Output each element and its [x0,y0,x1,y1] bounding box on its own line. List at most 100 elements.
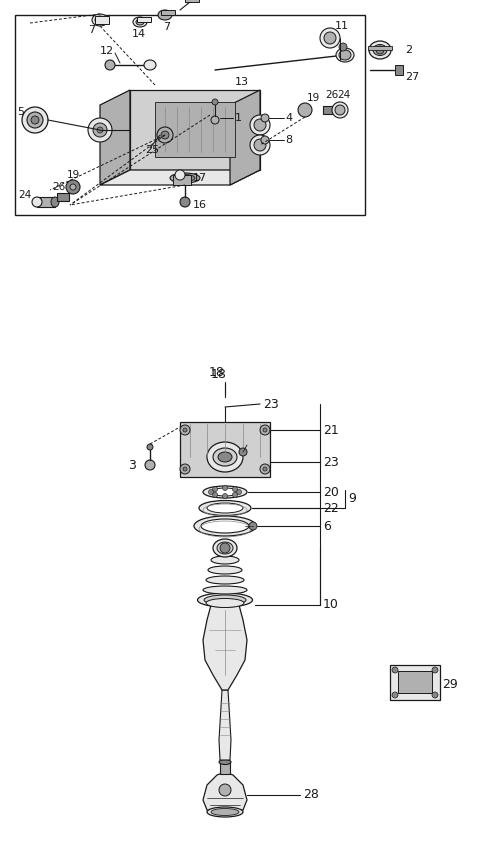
Ellipse shape [335,105,345,115]
Ellipse shape [369,41,391,59]
Polygon shape [100,90,130,185]
Circle shape [97,127,103,133]
Circle shape [376,46,384,54]
Ellipse shape [199,501,251,515]
Bar [395,65,403,75]
Ellipse shape [203,586,247,594]
Ellipse shape [144,60,156,70]
Ellipse shape [207,503,243,513]
Circle shape [339,43,347,51]
Text: 6: 6 [323,520,331,532]
Ellipse shape [175,175,195,182]
Ellipse shape [336,48,354,62]
Circle shape [392,667,398,673]
Circle shape [22,107,48,133]
Ellipse shape [203,486,247,498]
Circle shape [432,692,438,698]
Ellipse shape [207,807,243,817]
Text: 3: 3 [128,458,136,471]
Polygon shape [203,600,247,690]
Text: 5: 5 [17,107,24,117]
Ellipse shape [133,17,147,27]
Ellipse shape [92,14,108,26]
Circle shape [70,184,76,190]
Circle shape [249,522,257,530]
Bar [57,193,69,201]
Ellipse shape [339,50,351,60]
Bar [137,17,151,22]
Ellipse shape [211,488,239,496]
Ellipse shape [217,542,233,554]
Circle shape [183,467,187,471]
Text: 24: 24 [18,190,31,200]
Text: 19: 19 [66,170,80,180]
Ellipse shape [201,519,249,533]
Ellipse shape [204,595,246,605]
Ellipse shape [197,593,252,607]
Circle shape [250,115,270,135]
Bar [173,175,191,185]
Ellipse shape [211,808,239,816]
Text: 16: 16 [193,200,207,210]
Text: 8: 8 [285,135,292,145]
Text: 7: 7 [163,22,170,32]
Circle shape [254,119,266,131]
Text: 1: 1 [235,113,242,123]
Circle shape [180,425,190,435]
Circle shape [263,428,267,432]
Circle shape [161,131,169,139]
Circle shape [254,139,266,151]
Polygon shape [230,90,260,185]
Bar [155,102,235,157]
Circle shape [432,667,438,673]
Circle shape [147,444,153,450]
Text: 4: 4 [285,113,292,123]
Ellipse shape [136,19,144,25]
Circle shape [261,136,269,144]
Circle shape [220,543,230,553]
Text: 20: 20 [323,486,339,498]
Text: 22: 22 [323,502,339,514]
Circle shape [223,493,228,498]
Circle shape [31,116,39,124]
Circle shape [261,114,269,122]
Circle shape [27,112,43,128]
Circle shape [66,180,80,194]
Text: 28: 28 [303,789,319,801]
Circle shape [239,448,247,456]
Circle shape [175,170,185,180]
Text: 29: 29 [442,678,458,691]
Bar [95,16,109,24]
Circle shape [232,492,238,498]
Text: 26: 26 [325,90,338,100]
Text: 18: 18 [211,368,227,380]
Bar [161,10,175,15]
Ellipse shape [194,516,256,536]
Text: 24: 24 [337,90,350,100]
Ellipse shape [213,539,237,557]
Circle shape [237,490,241,494]
Text: 9: 9 [348,492,356,504]
Ellipse shape [218,452,232,462]
Circle shape [213,492,217,498]
Ellipse shape [206,576,244,584]
Bar [180,422,270,477]
Bar [37,197,55,207]
Circle shape [250,135,270,155]
Text: 14: 14 [132,29,146,39]
Text: 27: 27 [405,72,419,82]
Circle shape [212,99,218,105]
Ellipse shape [211,556,239,564]
Bar [323,106,333,114]
Text: 18: 18 [209,366,225,379]
Text: 13: 13 [235,77,249,87]
Circle shape [263,467,267,471]
Ellipse shape [206,599,244,608]
Text: 23: 23 [263,397,279,411]
Text: 10: 10 [323,599,339,611]
Circle shape [324,32,336,44]
Circle shape [232,486,238,492]
Text: 25: 25 [145,145,159,155]
Text: 26: 26 [52,182,65,192]
Bar [130,90,260,170]
